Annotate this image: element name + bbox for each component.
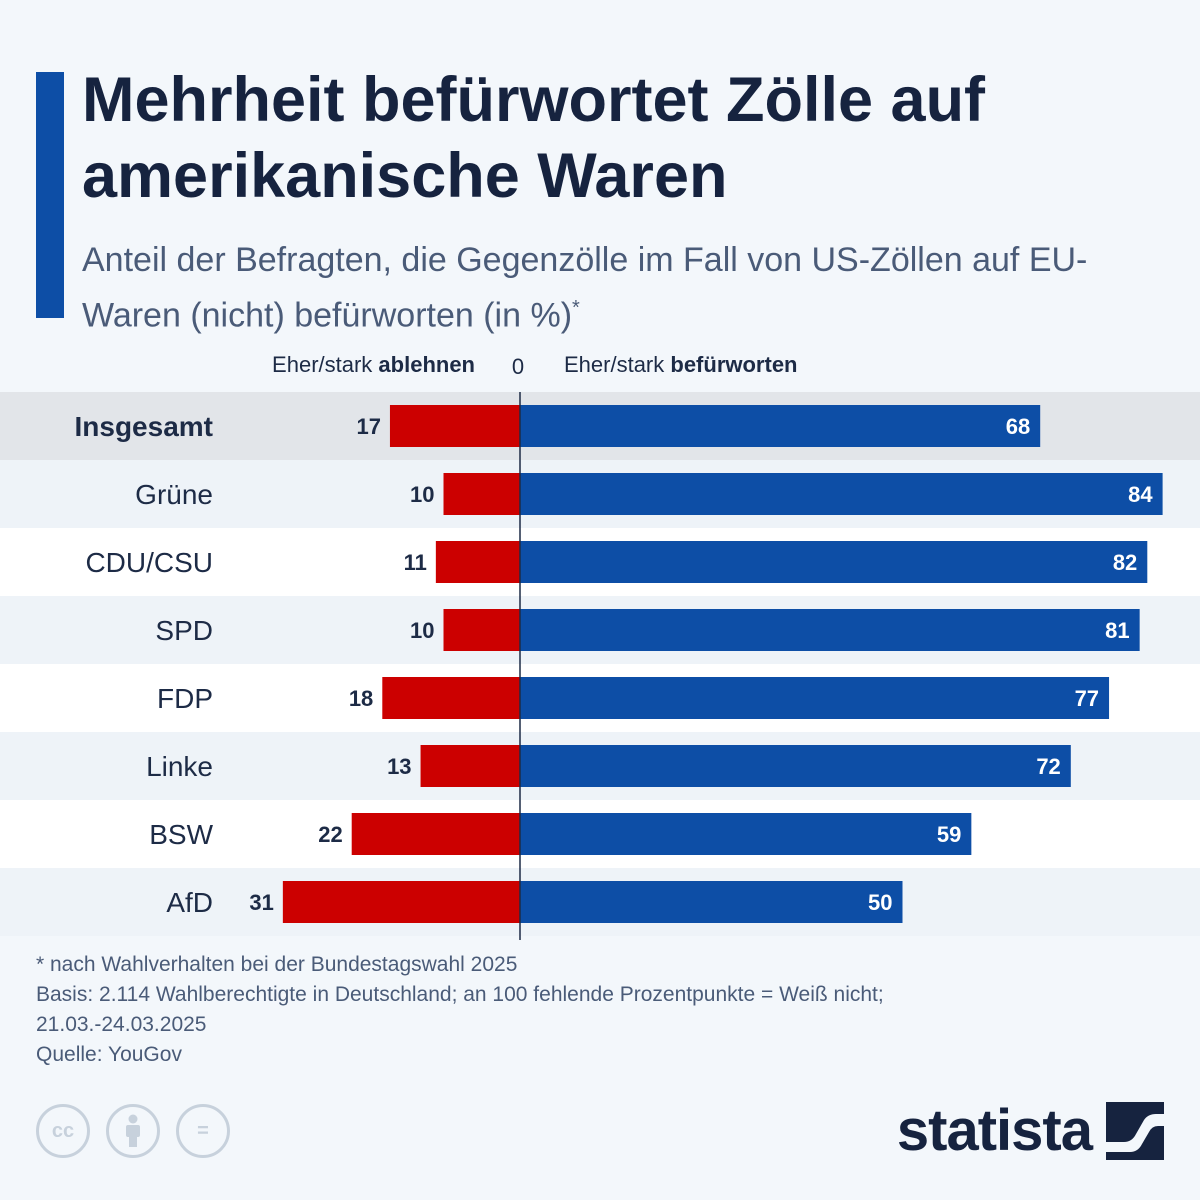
bar-ablehnen <box>435 541 520 583</box>
category-label: SPD <box>155 615 213 646</box>
subtitle-footnote-mark: * <box>572 297 580 319</box>
bar-befuerworten <box>520 609 1140 651</box>
chart-subtitle: Anteil der Befragten, die Gegenzölle im … <box>82 236 1162 339</box>
category-label: Grüne <box>135 479 213 510</box>
bar-ablehnen <box>389 405 520 447</box>
bar-ablehnen <box>443 609 520 651</box>
category-label: BSW <box>149 819 213 850</box>
value-label-ablehnen: 17 <box>356 414 380 439</box>
bar-befuerworten <box>520 541 1148 583</box>
bar-befuerworten <box>520 405 1041 447</box>
zero-label: 0 <box>512 354 524 379</box>
bar-befuerworten <box>520 881 903 923</box>
footnote-period: 21.03.-24.03.2025 <box>36 1013 207 1036</box>
bar-befuerworten <box>520 473 1163 515</box>
statista-logo-icon <box>1106 1102 1164 1160</box>
category-label: FDP <box>157 683 213 714</box>
legend-ablehnen: Eher/stark ablehnen <box>272 352 475 377</box>
bar-ablehnen <box>282 881 520 923</box>
footnote-note: * nach Wahlverhalten bei der Bundestagsw… <box>36 953 518 976</box>
value-label-befuerworten: 82 <box>1113 550 1137 575</box>
bar-befuerworten <box>520 813 972 855</box>
value-label-befuerworten: 50 <box>868 890 892 915</box>
value-label-befuerworten: 77 <box>1075 686 1099 711</box>
footnote-basis: Basis: 2.114 Wahlberechtigte in Deutschl… <box>36 983 884 1006</box>
bar-ablehnen <box>351 813 520 855</box>
value-label-ablehnen: 10 <box>410 618 434 643</box>
value-label-befuerworten: 59 <box>937 822 961 847</box>
legend-befuerworten: Eher/stark befürworten <box>564 352 798 377</box>
value-label-ablehnen: 11 <box>404 550 427 575</box>
value-label-ablehnen: 18 <box>349 686 373 711</box>
attribution-icon[interactable] <box>106 1104 160 1158</box>
title-accent-bar <box>36 72 64 318</box>
value-label-befuerworten: 68 <box>1006 414 1030 439</box>
category-label: CDU/CSU <box>85 547 213 578</box>
bar-ablehnen <box>382 677 520 719</box>
bar-ablehnen <box>420 745 520 787</box>
footnote-source: Quelle: YouGov <box>36 1043 182 1066</box>
value-label-befuerworten: 84 <box>1128 482 1153 507</box>
value-label-ablehnen: 22 <box>318 822 342 847</box>
bar-befuerworten <box>520 745 1071 787</box>
bar-ablehnen <box>443 473 520 515</box>
diverging-bar-chart: Eher/stark ablehnen 0 Eher/stark befürwort… <box>0 352 1200 940</box>
chart-title: Mehrheit befürwortet Zölle auf amerikani… <box>82 65 986 211</box>
license-icons: cc = <box>36 1104 230 1158</box>
brand-name: statista <box>896 1098 1093 1163</box>
category-label: AfD <box>166 887 213 918</box>
footnotes: * nach Wahlverhalten bei der Bundestagsw… <box>36 950 1156 1070</box>
subtitle-text: Anteil der Befragten, die Gegenzölle im … <box>82 241 1088 335</box>
value-label-befuerworten: 72 <box>1036 754 1060 779</box>
value-label-ablehnen: 31 <box>249 890 273 915</box>
category-label: Insgesamt <box>75 411 214 442</box>
value-label-befuerworten: 81 <box>1105 618 1129 643</box>
no-derivatives-icon[interactable]: = <box>176 1104 230 1158</box>
category-label: Linke <box>146 751 213 782</box>
value-label-ablehnen: 13 <box>387 754 411 779</box>
statista-brand[interactable]: statista <box>897 1098 1164 1164</box>
bar-befuerworten <box>520 677 1110 719</box>
cc-icon[interactable]: cc <box>36 1104 90 1158</box>
value-label-ablehnen: 10 <box>410 482 434 507</box>
